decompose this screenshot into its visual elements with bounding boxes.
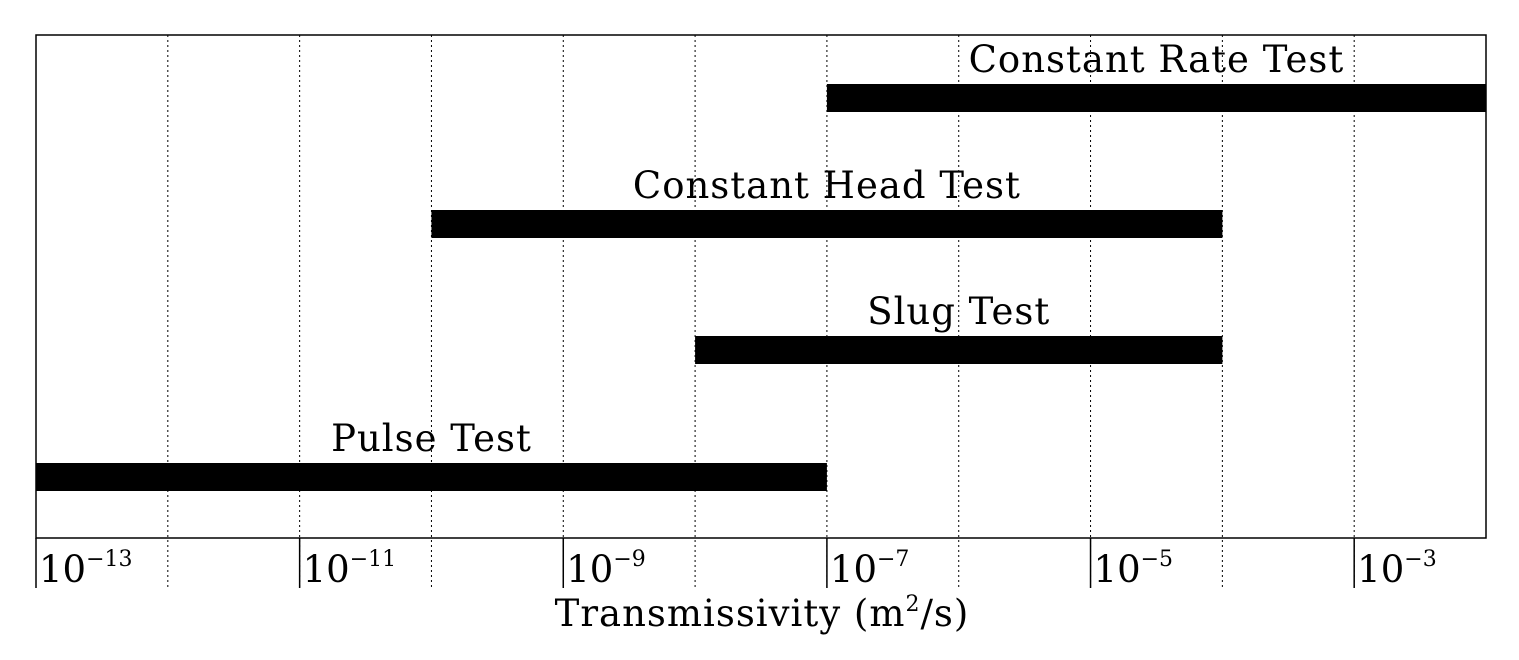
grid-lines: [167, 35, 1355, 588]
x-tick-label: 10−5: [1094, 547, 1174, 591]
x-tick-label-exponent: −3: [1404, 547, 1436, 572]
x-axis-ticks: 10−13 10−11 10−9 10−7 10−5 10−3: [35, 538, 1437, 591]
range-bar: [36, 463, 827, 491]
x-tick-label-exponent: −5: [1141, 547, 1173, 572]
x-tick-label: 10−7: [830, 547, 910, 591]
x-tick-label-exponent: −9: [613, 547, 645, 572]
x-tick-label-exponent: −11: [350, 547, 396, 572]
x-tick-label-base: 10: [39, 548, 86, 591]
x-axis-title-suffix: /s): [920, 592, 969, 635]
x-tick-label-base: 10: [566, 548, 613, 591]
x-tick-label-base: 10: [830, 548, 877, 591]
range-label: Pulse Test: [331, 417, 532, 460]
x-axis-title-prefix: Transmissivity (m: [555, 592, 906, 635]
x-tick-label: 10−9: [566, 547, 646, 591]
x-tick-label: 10−3: [1357, 547, 1437, 591]
range-bar: [695, 336, 1223, 364]
range-label: Slug Test: [867, 290, 1050, 333]
x-tick-label: 10−11: [303, 547, 397, 591]
x-tick-label-base: 10: [1094, 548, 1141, 591]
x-tick-label-exponent: −13: [86, 547, 132, 572]
plot-frame: [35, 34, 1487, 539]
x-tick-label-base: 10: [1357, 548, 1404, 591]
range-label: Constant Head Test: [633, 164, 1021, 207]
x-axis-title: Transmissivity (m2/s): [555, 592, 970, 635]
range-bar: [826, 84, 1486, 112]
x-tick-label: 10−13: [39, 547, 133, 591]
range-bars: Constant Rate Test Constant Head Test Slug…: [36, 38, 1486, 491]
x-axis-title-superscript: 2: [905, 592, 920, 617]
range-bar: [431, 210, 1223, 238]
x-tick-label-base: 10: [303, 548, 350, 591]
x-tick-label-exponent: −7: [877, 547, 909, 572]
range-label: Constant Rate Test: [969, 38, 1345, 81]
